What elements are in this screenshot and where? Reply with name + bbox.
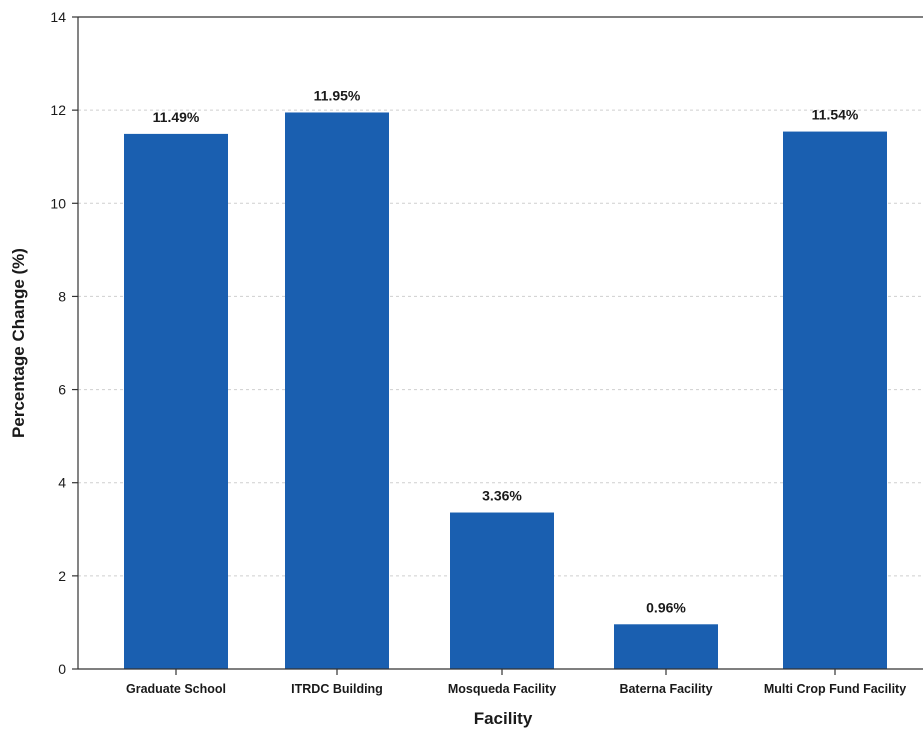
y-tick-label: 10 (50, 195, 66, 211)
x-tick-labels: Graduate School ITRDC Building Mosqueda Fa… (126, 669, 906, 696)
data-label: 11.54% (812, 107, 859, 123)
x-tick-label: Mosqueda Facility (448, 682, 556, 696)
y-tick-label: 2 (58, 568, 66, 584)
bar (614, 624, 718, 669)
data-label: 11.95% (314, 87, 361, 103)
data-labels: 11.49% 11.95% 3.36% 0.96% 11.54% (153, 87, 859, 615)
data-label: 11.49% (153, 109, 200, 125)
x-axis-title: Facility (474, 709, 533, 728)
y-tick-label: 4 (58, 475, 66, 491)
y-tick-label: 12 (50, 102, 66, 118)
bar (285, 112, 389, 669)
y-tick-label: 0 (58, 661, 66, 677)
y-tick-label: 8 (58, 288, 66, 304)
bar (124, 133, 228, 669)
y-axis-title: Percentage Change (%) (9, 248, 28, 438)
y-tick-labels: 0 2 4 6 8 10 12 14 (50, 9, 78, 677)
x-tick-label: Baterna Facility (619, 682, 712, 696)
y-tick-label: 6 (58, 382, 66, 398)
axes (77, 16, 923, 670)
x-tick-label: Graduate School (126, 682, 226, 696)
x-tick-label: ITRDC Building (291, 682, 383, 696)
data-label: 3.36% (482, 488, 522, 504)
bars (124, 112, 887, 669)
data-label: 0.96% (646, 599, 686, 615)
y-tick-label: 14 (50, 9, 66, 25)
bar (783, 131, 887, 669)
bar (450, 512, 554, 669)
x-tick-label: Multi Crop Fund Facility (764, 682, 906, 696)
